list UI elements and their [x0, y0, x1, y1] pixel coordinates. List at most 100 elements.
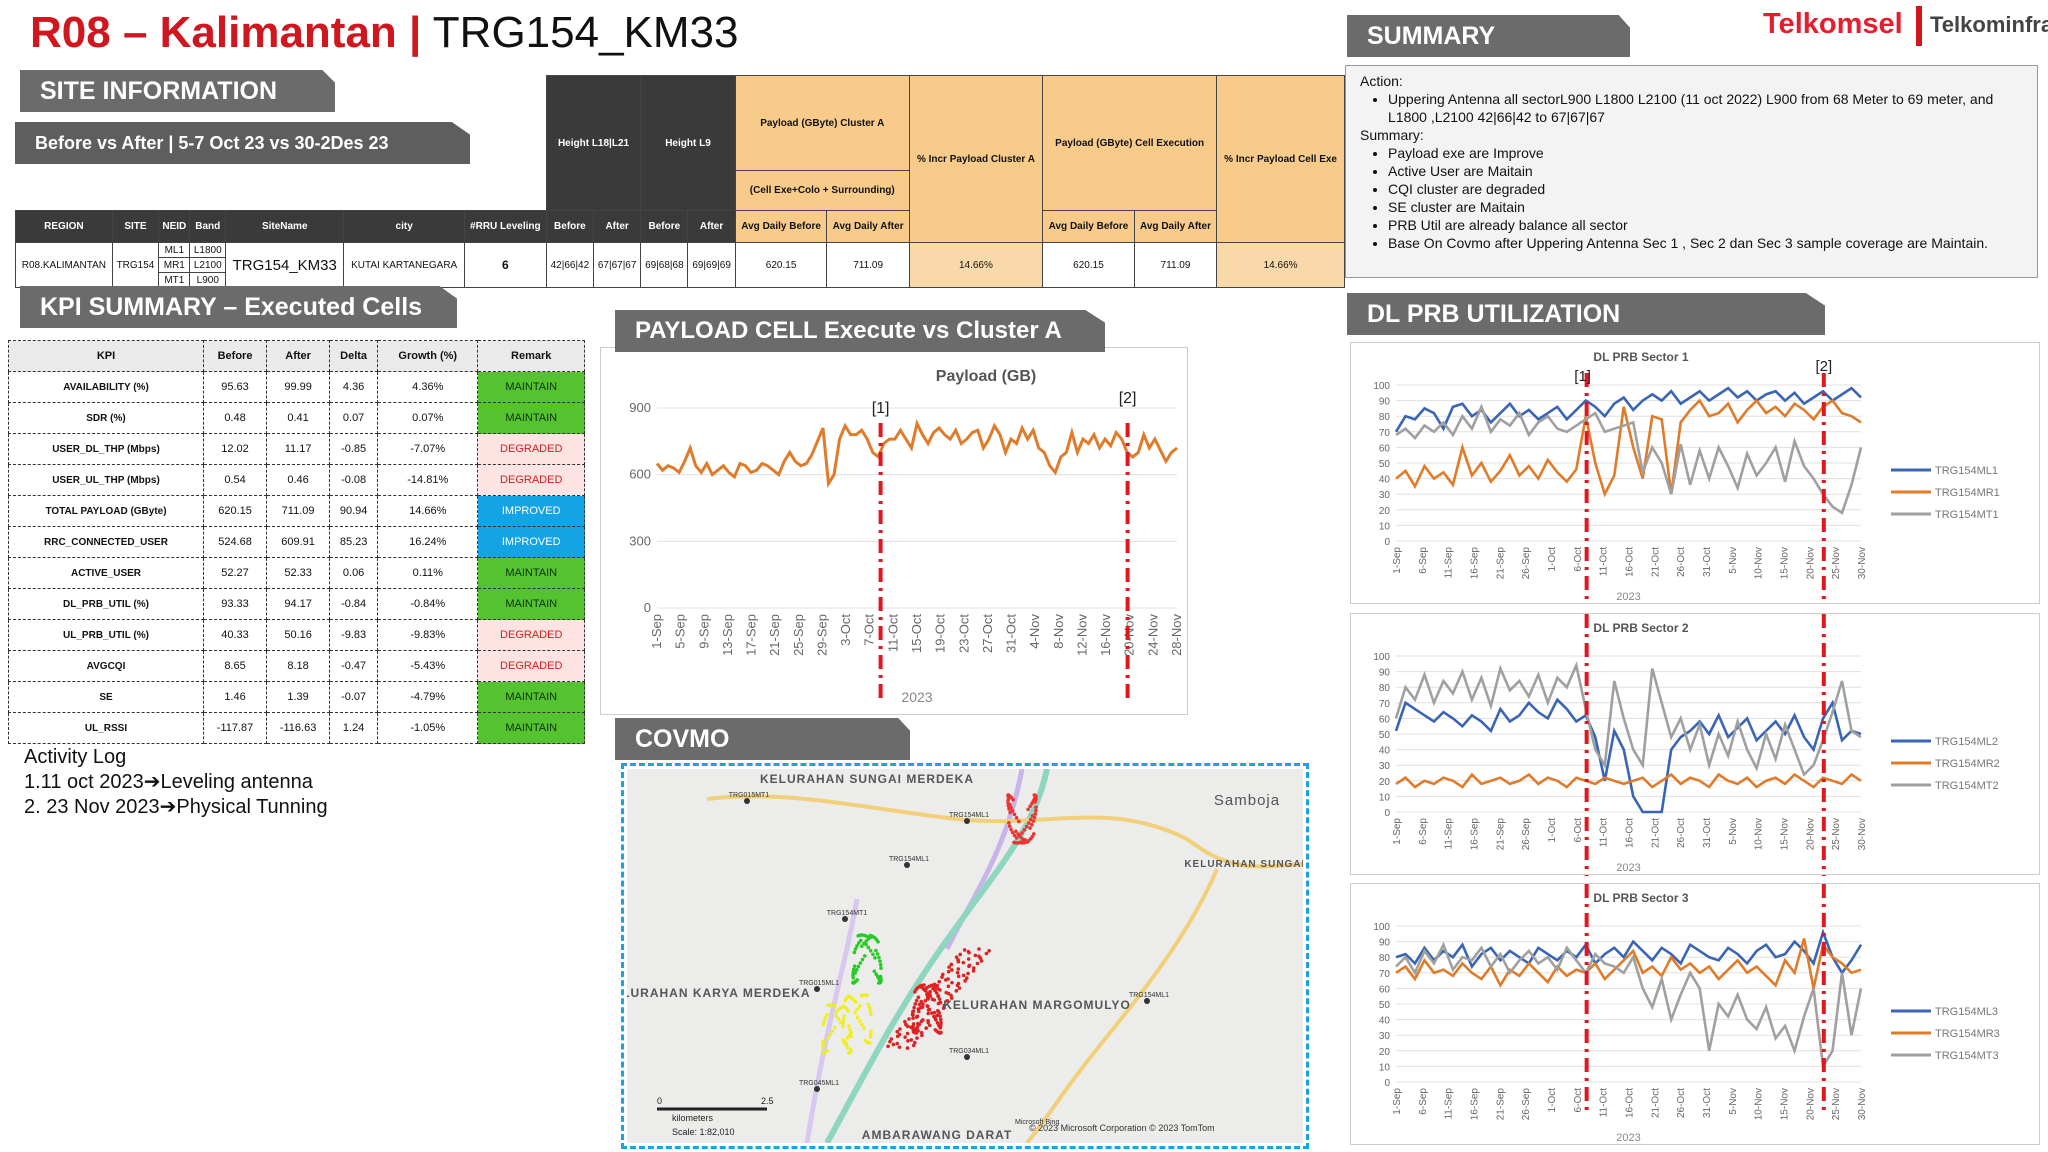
x-tick-label: 6-Sep — [1418, 818, 1429, 845]
coverage-sample — [1020, 831, 1024, 835]
x-axis-label: 2023 — [1616, 1132, 1640, 1144]
x-tick-label: 20-Nov — [1805, 547, 1816, 579]
coverage-sample — [1028, 804, 1032, 808]
col-cl-before: Avg Daily Before — [734, 210, 828, 243]
coverage-sample — [946, 991, 951, 996]
x-tick-label: 19-Oct — [933, 614, 948, 653]
summary-label: Summary: — [1360, 127, 1424, 143]
coverage-sample — [889, 1037, 894, 1041]
activity-item: 2. 23 Nov 2023➔Physical Tunning — [24, 796, 328, 818]
coverage-sample — [852, 950, 857, 955]
coverage-sample — [1007, 807, 1011, 811]
x-tick-label: 31-Oct — [1702, 547, 1713, 577]
header-height-l9: Height L9 — [640, 75, 736, 211]
coverage-sample — [973, 953, 978, 958]
x-tick-label: 21-Sep — [767, 614, 782, 656]
cell-neid: MT1 — [158, 272, 191, 288]
kpi-row: SDR (%) 0.48 0.41 0.07 0.07% MAINTAIN — [8, 402, 585, 434]
x-tick-label: 30-Nov — [1857, 547, 1868, 579]
kpi-name: USER_UL_THP (Mbps) — [8, 464, 204, 496]
kpi-growth: -4.79% — [377, 681, 479, 713]
x-tick-label: 30-Nov — [1857, 818, 1868, 850]
kpi-col-remark: Remark — [477, 340, 585, 372]
y-tick-label: 40 — [1379, 1016, 1391, 1027]
cell-region: R08.KALIMANTAN — [15, 242, 113, 288]
covmo-map[interactable]: KELURAHAN SUNGAI MERDEKA Samboja KELURAHAN… — [603, 768, 1349, 1145]
cell-band: L1800 — [189, 242, 227, 258]
telkomsel-logo-text: Telkomsel — [1763, 8, 1903, 40]
coverage-sample — [926, 991, 930, 996]
summary-item: Payload exe are Improve — [1388, 144, 2023, 162]
kpi-row: SE 1.46 1.39 -0.07 -4.79% MAINTAIN — [8, 681, 585, 713]
kpi-delta: 0.06 — [329, 557, 379, 589]
x-tick-label: 25-Nov — [1831, 1088, 1842, 1120]
coverage-sample — [1024, 824, 1029, 829]
cell-city: KUTAI KARTANEGARA — [343, 242, 465, 288]
coverage-sample — [938, 988, 942, 992]
coverage-sample — [936, 994, 941, 998]
kpi-after: -116.63 — [266, 712, 331, 744]
coverage-sample — [926, 1020, 930, 1025]
summary-title: SUMMARY — [1367, 21, 1496, 50]
coverage-sample — [906, 1039, 910, 1043]
coverage-sample — [875, 952, 880, 956]
x-tick-label: 27-Oct — [980, 614, 995, 653]
scale-value: 2.5 — [761, 1096, 774, 1106]
y-tick-label: 40 — [1379, 746, 1391, 757]
coverage-sample — [1006, 796, 1011, 801]
summary-item: CQI cluster are degraded — [1388, 180, 2023, 198]
x-tick-label: 11-Sep — [1444, 547, 1455, 579]
kpi-name: UL_PRB_UTIL (%) — [8, 619, 204, 651]
kpi-growth: 4.36% — [377, 371, 479, 403]
kpi-before: 12.02 — [202, 433, 268, 465]
kpi-remark: MAINTAIN — [477, 588, 585, 620]
kpi-name: USER_DL_THP (Mbps) — [8, 433, 204, 465]
chart-title: DL PRB Sector 3 — [1593, 891, 1688, 905]
kpi-before: -117.87 — [202, 712, 268, 744]
coverage-sample — [987, 949, 991, 953]
y-tick-label: 30 — [1379, 1031, 1391, 1042]
coverage-sample — [938, 1014, 942, 1019]
series-line-TRG154ML2 — [1394, 697, 1862, 814]
site-label: TRG034ML1 — [949, 1048, 989, 1055]
map-highway — [824, 768, 1050, 1145]
x-tick-label: 12-Nov — [1074, 614, 1089, 656]
coverage-sample — [955, 983, 960, 988]
coverage-sample — [935, 1013, 940, 1018]
y-tick-label: 90 — [1379, 397, 1391, 408]
x-tick-label: 1-Sep — [1392, 547, 1403, 574]
coverage-sample — [1033, 812, 1038, 816]
coverage-sample — [1028, 826, 1032, 830]
x-tick-label: 4-Nov — [1027, 614, 1042, 649]
covmo-banner: COVMO — [615, 718, 910, 760]
coverage-sample — [962, 948, 967, 952]
coverage-sample — [866, 945, 871, 950]
coverage-sample — [925, 995, 930, 1000]
coverage-sample — [905, 1024, 910, 1029]
coverage-sample — [1032, 832, 1036, 836]
kpi-after: 0.46 — [266, 464, 331, 496]
coverage-sample — [872, 969, 877, 974]
kpi-growth: -0.84% — [377, 588, 479, 620]
col-city: city — [343, 210, 465, 243]
site-marker — [744, 798, 750, 804]
kpi-remark: DEGRADED — [477, 650, 585, 682]
coverage-sample — [921, 1002, 925, 1007]
coverage-sample — [851, 973, 855, 978]
scale-unit: kilometers — [672, 1113, 714, 1123]
x-tick-label: 5-Nov — [1728, 818, 1739, 845]
y-tick-label: 600 — [629, 467, 651, 482]
x-tick-label: 1-Sep — [1392, 818, 1403, 845]
coverage-sample — [823, 1015, 828, 1020]
coverage-sample — [821, 1045, 826, 1049]
chart-title: DL PRB Sector 1 — [1593, 350, 1688, 364]
coverage-sample — [858, 1004, 862, 1008]
coverage-sample — [855, 1015, 860, 1020]
coverage-sample — [949, 962, 954, 967]
coverage-sample — [874, 972, 879, 977]
legend-label: TRG154ML3 — [1935, 1006, 1998, 1018]
coverage-sample — [956, 967, 961, 971]
x-tick-label: 26-Oct — [1676, 547, 1687, 577]
payload-chart: Payload (GB) 0 300 600 900 1-Sep 5-Sep 9-Sep 13-… — [629, 368, 1184, 705]
col-band: Band — [189, 210, 227, 243]
